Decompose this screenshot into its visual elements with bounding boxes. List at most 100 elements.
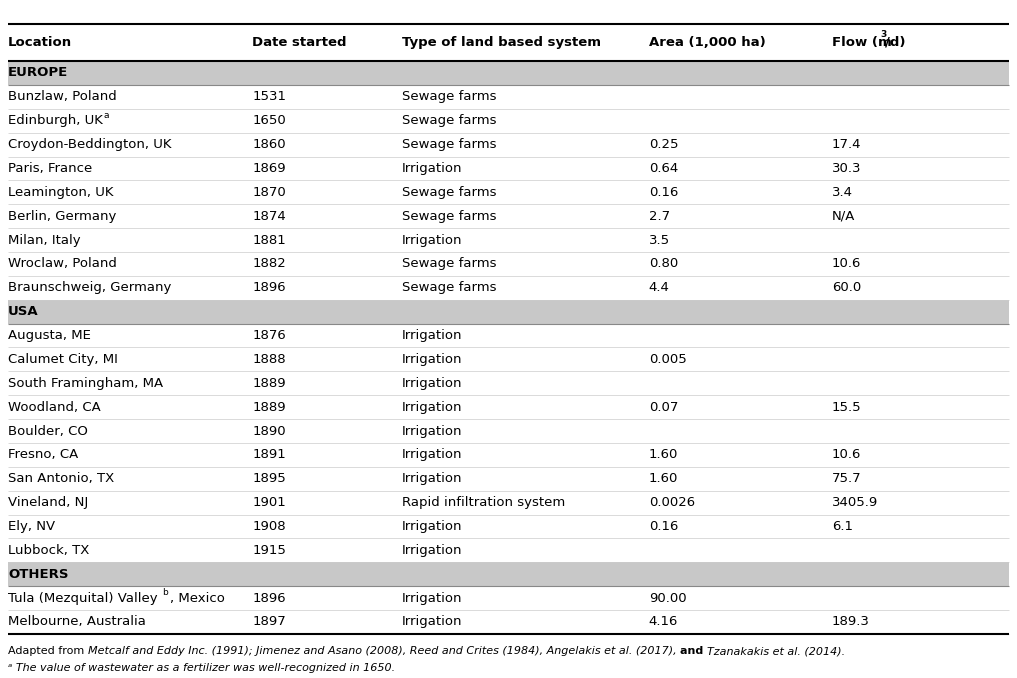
Text: 3405.9: 3405.9 [832, 496, 878, 509]
Text: South Framingham, MA: South Framingham, MA [8, 377, 164, 390]
Text: 1531: 1531 [252, 90, 286, 103]
Text: 2.7: 2.7 [649, 210, 670, 222]
Text: Sewage farms: Sewage farms [402, 281, 496, 294]
Text: Bunzlaw, Poland: Bunzlaw, Poland [8, 90, 117, 103]
Text: Sewage farms: Sewage farms [402, 186, 496, 199]
Text: Adapted from: Adapted from [8, 646, 87, 656]
Text: and: and [680, 646, 707, 656]
Text: 1889: 1889 [252, 377, 286, 390]
Text: EUROPE: EUROPE [8, 66, 68, 79]
Text: Metcalf and Eddy Inc. (1991); Jimenez and Asano (2008), Reed and Crites (1984), : Metcalf and Eddy Inc. (1991); Jimenez an… [87, 646, 680, 656]
Text: Tula (Mezquital) Valley: Tula (Mezquital) Valley [8, 592, 162, 605]
Text: USA: USA [8, 305, 39, 318]
Text: 1890: 1890 [252, 424, 286, 437]
Text: ᵃ The value of wastewater as a fertilizer was well-recognized in 1650.: ᵃ The value of wastewater as a fertilize… [8, 663, 396, 673]
Text: 0.005: 0.005 [649, 353, 686, 366]
Text: Ely, NV: Ely, NV [8, 520, 55, 533]
Text: Fresno, CA: Fresno, CA [8, 448, 78, 462]
Text: 17.4: 17.4 [832, 138, 861, 151]
Text: Edinburgh, UK: Edinburgh, UK [8, 114, 103, 127]
Text: Irrigation: Irrigation [402, 162, 462, 175]
Text: 1870: 1870 [252, 186, 286, 199]
Text: 1650: 1650 [252, 114, 286, 127]
Text: Lubbock, TX: Lubbock, TX [8, 544, 89, 557]
Text: Croydon-Beddington, UK: Croydon-Beddington, UK [8, 138, 172, 151]
Text: 1901: 1901 [252, 496, 286, 509]
Text: Irrigation: Irrigation [402, 233, 462, 247]
Text: 0.25: 0.25 [649, 138, 678, 151]
Text: b: b [162, 589, 168, 597]
Text: Tzanakakis et al. (2014).: Tzanakakis et al. (2014). [707, 646, 845, 656]
Text: 189.3: 189.3 [832, 616, 870, 629]
Bar [8, 300, 1009, 323]
Text: 1897: 1897 [252, 616, 286, 629]
Text: Paris, France: Paris, France [8, 162, 93, 175]
Text: Irrigation: Irrigation [402, 329, 462, 342]
Text: a: a [103, 111, 109, 120]
Text: 0.16: 0.16 [649, 520, 678, 533]
Text: Boulder, CO: Boulder, CO [8, 424, 88, 437]
Text: /d): /d) [885, 36, 905, 49]
Text: Rapid infiltration system: Rapid infiltration system [402, 496, 565, 509]
Text: Irrigation: Irrigation [402, 544, 462, 557]
Text: Irrigation: Irrigation [402, 473, 462, 485]
Text: 60.0: 60.0 [832, 281, 861, 294]
Text: 1874: 1874 [252, 210, 286, 222]
Text: , Mexico: , Mexico [170, 592, 225, 605]
Text: 1896: 1896 [252, 281, 286, 294]
Text: 1888: 1888 [252, 353, 286, 366]
Text: Irrigation: Irrigation [402, 401, 462, 414]
Text: 3.5: 3.5 [649, 233, 670, 247]
Text: Sewage farms: Sewage farms [402, 114, 496, 127]
Text: Sewage farms: Sewage farms [402, 258, 496, 271]
Text: 4.4: 4.4 [649, 281, 670, 294]
Text: 0.16: 0.16 [649, 186, 678, 199]
Text: Irrigation: Irrigation [402, 353, 462, 366]
Text: Berlin, Germany: Berlin, Germany [8, 210, 117, 222]
Text: Type of land based system: Type of land based system [402, 36, 601, 49]
Text: 3.4: 3.4 [832, 186, 853, 199]
Text: Sewage farms: Sewage farms [402, 90, 496, 103]
Text: Woodland, CA: Woodland, CA [8, 401, 101, 414]
Text: Vineland, NJ: Vineland, NJ [8, 496, 88, 509]
Text: Leamington, UK: Leamington, UK [8, 186, 114, 199]
Bar [8, 61, 1009, 85]
Bar [8, 562, 1009, 586]
Text: 1881: 1881 [252, 233, 286, 247]
Text: 1908: 1908 [252, 520, 286, 533]
Text: 1.60: 1.60 [649, 473, 678, 485]
Text: Irrigation: Irrigation [402, 448, 462, 462]
Text: 1.60: 1.60 [649, 448, 678, 462]
Text: Flow (m: Flow (m [832, 36, 892, 49]
Text: San Antonio, TX: San Antonio, TX [8, 473, 114, 485]
Text: Wroclaw, Poland: Wroclaw, Poland [8, 258, 117, 271]
Text: N/A: N/A [832, 210, 855, 222]
Text: 0.80: 0.80 [649, 258, 678, 271]
Text: Date started: Date started [252, 36, 347, 49]
Text: Braunschweig, Germany: Braunschweig, Germany [8, 281, 172, 294]
Text: 1896: 1896 [252, 592, 286, 605]
Text: Location: Location [8, 36, 72, 49]
Text: 1860: 1860 [252, 138, 286, 151]
Text: 3: 3 [881, 30, 887, 39]
Text: 1876: 1876 [252, 329, 286, 342]
Text: Melbourne, Australia: Melbourne, Australia [8, 616, 146, 629]
Text: 90.00: 90.00 [649, 592, 686, 605]
Text: OTHERS: OTHERS [8, 567, 68, 581]
Text: 1895: 1895 [252, 473, 286, 485]
Text: Area (1,000 ha): Area (1,000 ha) [649, 36, 766, 49]
Text: Irrigation: Irrigation [402, 616, 462, 629]
Text: 1882: 1882 [252, 258, 286, 271]
Text: 15.5: 15.5 [832, 401, 861, 414]
Text: Sewage farms: Sewage farms [402, 210, 496, 222]
Text: Irrigation: Irrigation [402, 520, 462, 533]
Text: 75.7: 75.7 [832, 473, 861, 485]
Text: 1891: 1891 [252, 448, 286, 462]
Text: 1915: 1915 [252, 544, 286, 557]
Text: Irrigation: Irrigation [402, 377, 462, 390]
Text: Milan, Italy: Milan, Italy [8, 233, 80, 247]
Text: 0.0026: 0.0026 [649, 496, 695, 509]
Text: Augusta, ME: Augusta, ME [8, 329, 91, 342]
Text: 1889: 1889 [252, 401, 286, 414]
Text: Sewage farms: Sewage farms [402, 138, 496, 151]
